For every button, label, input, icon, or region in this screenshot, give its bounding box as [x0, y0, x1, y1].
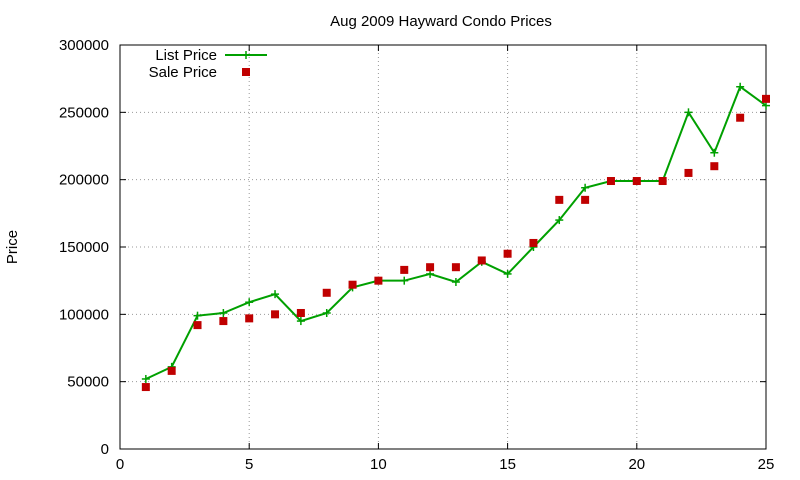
data-point-list-price: [555, 216, 564, 225]
chart-title: Aug 2009 Hayward Condo Prices: [330, 13, 552, 30]
x-tick-label: 10: [370, 456, 387, 473]
data-point-list-price: [710, 148, 719, 157]
data-point-sale-price: [606, 177, 615, 186]
data-point-sale-price: [762, 94, 770, 103]
data-point-sale-price: [374, 276, 383, 285]
y-tick-label: 200000: [59, 172, 109, 189]
data-point-sale-price: [271, 310, 280, 319]
legend-label: List Price: [155, 47, 217, 64]
data-point-sale-price: [529, 238, 538, 247]
data-point-sale-price: [581, 195, 590, 204]
x-tick-label: 20: [628, 456, 645, 473]
grid: [120, 45, 766, 449]
data-point-sale-price: [477, 256, 486, 265]
y-tick-label: 100000: [59, 306, 109, 323]
data-point-sale-price: [348, 280, 357, 289]
data-point-sale-price: [167, 366, 176, 375]
data-point-sale-price: [632, 177, 641, 186]
legend-marker-swatch: [242, 51, 250, 59]
data-point-list-price: [503, 269, 512, 278]
data-point-list-price: [193, 311, 202, 320]
data-point-sale-price: [141, 383, 150, 392]
y-tick-label: 50000: [67, 374, 109, 391]
data-point-sale-price: [322, 288, 331, 297]
data-point-list-price: [762, 101, 770, 110]
data-point-list-price: [400, 276, 409, 285]
data-point-list-price: [426, 269, 435, 278]
data-point-sale-price: [193, 321, 202, 330]
data-point-sale-price: [503, 249, 512, 258]
x-tick-label: 15: [499, 456, 516, 473]
y-tick-label: 300000: [59, 37, 109, 54]
x-tick-label: 0: [116, 456, 124, 473]
data-point-list-price: [219, 308, 228, 317]
data-point-list-price: [271, 290, 280, 299]
data-point-sale-price: [684, 168, 693, 177]
data-point-list-price: [736, 82, 745, 91]
y-tick-label: 250000: [59, 104, 109, 121]
legend-marker-swatch: [242, 68, 250, 76]
data-point-list-price: [296, 317, 305, 326]
x-tick-label: 25: [758, 456, 775, 473]
series-line-list-price: [145, 85, 767, 380]
series-sale-price: [141, 94, 770, 392]
data-point-list-price: [245, 298, 254, 307]
axis-ticks: 0 50000 100000 150000 200000 250000 300000 0 5 10…: [59, 37, 774, 473]
y-tick-label: 150000: [59, 239, 109, 256]
x-tick-label: 5: [245, 456, 253, 473]
data-point-sale-price: [219, 317, 228, 326]
y-tick-label: 0: [101, 441, 109, 458]
data-point-sale-price: [400, 265, 409, 274]
data-point-sale-price: [555, 195, 564, 204]
data-point-sale-price: [426, 263, 435, 272]
y-axis-label: Price: [4, 230, 21, 264]
legend-label: Sale Price: [149, 64, 217, 81]
legend-entry-list-price: List Price: [155, 47, 267, 64]
data-point-list-price: [684, 108, 693, 117]
legend-entry-sale-price: Sale Price: [149, 64, 250, 81]
data-point-sale-price: [451, 263, 460, 272]
series-layer: [141, 82, 770, 392]
data-point-sale-price: [658, 177, 667, 186]
series-list-price: [141, 82, 770, 383]
data-point-sale-price: [736, 113, 745, 122]
data-point-sale-price: [710, 162, 719, 171]
data-point-sale-price: [296, 308, 305, 317]
data-point-list-price: [581, 183, 590, 192]
data-point-sale-price: [245, 314, 254, 323]
data-point-list-price: [451, 278, 460, 287]
data-point-list-price: [322, 308, 331, 317]
data-point-list-price: [141, 374, 150, 383]
